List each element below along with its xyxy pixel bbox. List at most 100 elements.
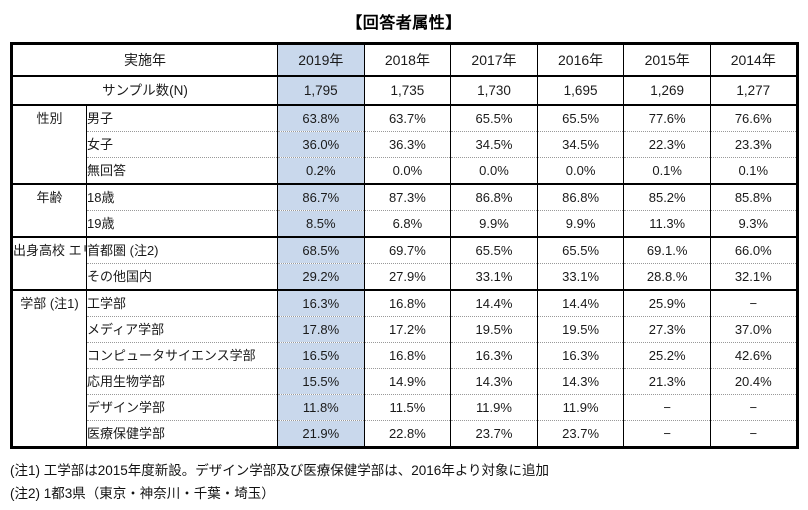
value-cell: 15.5% [277,368,365,395]
group-label-cell: 性別 [11,104,87,184]
value-cell: 11.8% [277,394,365,421]
group-label-cell: 出身高校 エリア [11,236,87,290]
value-cell: 11.9% [536,394,624,421]
value-cell: 25.9% [623,289,711,317]
table-row: デザイン学部 11.8% 11.5% 11.9% 11.9% − − [12,394,798,421]
value-cell: 22.8% [363,420,451,448]
value-cell: 14.9% [363,368,451,395]
item-label-cell: 医療保健学部 [86,420,278,448]
item-label-cell: デザイン学部 [86,394,278,421]
value-cell: 65.5% [536,236,624,264]
year-header-cell: 2017年 [450,43,538,76]
item-label-cell: 首都圏 (注2) [86,236,278,264]
value-cell: 0.2% [277,157,365,184]
value-cell: 0.1% [709,157,798,184]
value-cell: 16.3% [277,289,365,317]
table-row: 医療保健学部 21.9% 22.8% 23.7% 23.7% − − [12,420,798,448]
page-title: 【回答者属性】 [346,15,462,32]
table-row: 応用生物学部 15.5% 14.9% 14.3% 14.3% 21.3% 20.4% [12,368,798,395]
value-cell: 23.7% [536,420,624,448]
value-cell: 6.8% [363,210,451,237]
value-cell: 29.2% [277,263,365,290]
group-label-cell: 学部 (注1) [11,289,87,448]
value-cell: − [623,394,711,421]
value-cell: 28.8.% [623,263,711,290]
table-row: 女子 36.0% 36.3% 34.5% 34.5% 22.3% 23.3% [12,131,798,158]
table-row: 出身高校 エリア首都圏 (注2)68.5%69.7%65.5%65.5%69.1… [11,236,798,290]
table-row: 年齢 18歳 86.7% 87.3% 86.8% 86.8% 85.2% 85.8% [11,183,798,237]
value-cell: 11.3% [623,210,711,237]
sample-count-label: サンプル数(N) [11,75,278,105]
value-cell: 19.5% [450,316,538,343]
value-cell: 86.8% [450,183,538,211]
value-cell: 32.1% [709,263,798,290]
sample-value-cell: 1,277 [709,75,798,105]
value-cell: 69.1.% [623,236,711,264]
value-cell: − [709,289,798,317]
value-cell: 0.0% [450,157,538,184]
value-cell: 63.8% [277,104,365,132]
value-cell: − [623,420,711,448]
value-cell: 16.3% [536,342,624,369]
value-cell: 9.9% [536,210,624,237]
header-year-label: 実施年 [11,43,278,76]
value-cell: 76.6% [709,104,798,132]
value-cell: 11.5% [363,394,451,421]
sample-value-cell: 1,730 [450,75,538,105]
value-cell: 36.0% [277,131,365,158]
table-header-row: 実施年 2019年 2018年 2017年 2016年 2015年 2014年 [11,43,798,76]
value-cell: 27.3% [623,316,711,343]
value-cell: 86.8% [536,183,624,211]
value-cell: 21.3% [623,368,711,395]
value-cell: 85.2% [623,183,711,211]
item-label-cell: 工学部 [86,289,278,317]
table-row: 性別 男子 63.8% 63.7% 65.5% 65.5% 77.6% 76.6% [11,104,798,184]
table-row: 学部 (注1) 工学部 16.3% 16.8% 14.4% 14.4% 25.9% − [11,289,798,448]
value-cell: 14.3% [450,368,538,395]
footnote-2: (注2) 1都3県（東京・神奈川・千葉・埼玉） [10,486,275,501]
value-cell: 33.1% [450,263,538,290]
value-cell: 77.6% [623,104,711,132]
value-cell: 11.9% [450,394,538,421]
value-cell: 16.8% [363,289,451,317]
sample-value-cell: 1,269 [623,75,711,105]
item-label-cell: 18歳 [86,183,278,211]
value-cell: 17.2% [363,316,451,343]
year-header-cell: 2016年 [536,43,624,76]
sample-value-cell: 1,695 [536,75,624,105]
value-cell: 20.4% [709,368,798,395]
value-cell: 36.3% [363,131,451,158]
value-cell: 0.0% [536,157,624,184]
value-cell: − [709,394,798,421]
value-cell: 65.5% [450,236,538,264]
table-row: その他国内 29.2% 27.9% 33.1% 33.1% 28.8.% 32.1% [12,263,798,290]
year-header-cell: 2014年 [709,43,798,76]
table-row: コンピュータサイエンス学部 16.5% 16.8% 16.3% 16.3% 25.2% 42… [12,342,798,369]
item-label-cell: 女子 [86,131,278,158]
table-row: 19歳 8.5% 6.8% 9.9% 9.9% 11.3% 9.3% [12,210,798,237]
value-cell: 66.0% [709,236,798,264]
value-cell: 0.0% [363,157,451,184]
value-cell: 65.5% [450,104,538,132]
item-label-cell: コンピュータサイエンス学部 [86,342,278,369]
sample-value-cell: 1,735 [363,75,451,105]
value-cell: 14.3% [536,368,624,395]
value-cell: 23.7% [450,420,538,448]
value-cell: 9.3% [709,210,798,237]
table-row: メディア学部 17.8% 17.2% 19.5% 19.5% 27.3% 37.0% [12,316,798,343]
value-cell: 25.2% [623,342,711,369]
item-label-cell: 応用生物学部 [86,368,278,395]
value-cell: 86.7% [277,183,365,211]
year-header-cell: 2019年 [277,43,365,76]
item-label-cell: 19歳 [86,210,278,237]
value-cell: 8.5% [277,210,365,237]
value-cell: 33.1% [536,263,624,290]
sample-value-cell: 1,795 [277,75,365,105]
value-cell: 16.3% [450,342,538,369]
value-cell: 9.9% [450,210,538,237]
footnote-1: (注1) 工学部は2015年度新設。デザイン学部及び医療保健学部は、2016年よ… [10,463,550,478]
year-header-cell: 2018年 [363,43,451,76]
sample-count-row: サンプル数(N) 1,795 1,735 1,730 1,695 1,269 1,277 [11,75,798,105]
footnotes: (注1) 工学部は2015年度新設。デザイン学部及び医療保健学部は、2016年よ… [10,459,808,505]
item-label-cell: 無回答 [86,157,278,184]
